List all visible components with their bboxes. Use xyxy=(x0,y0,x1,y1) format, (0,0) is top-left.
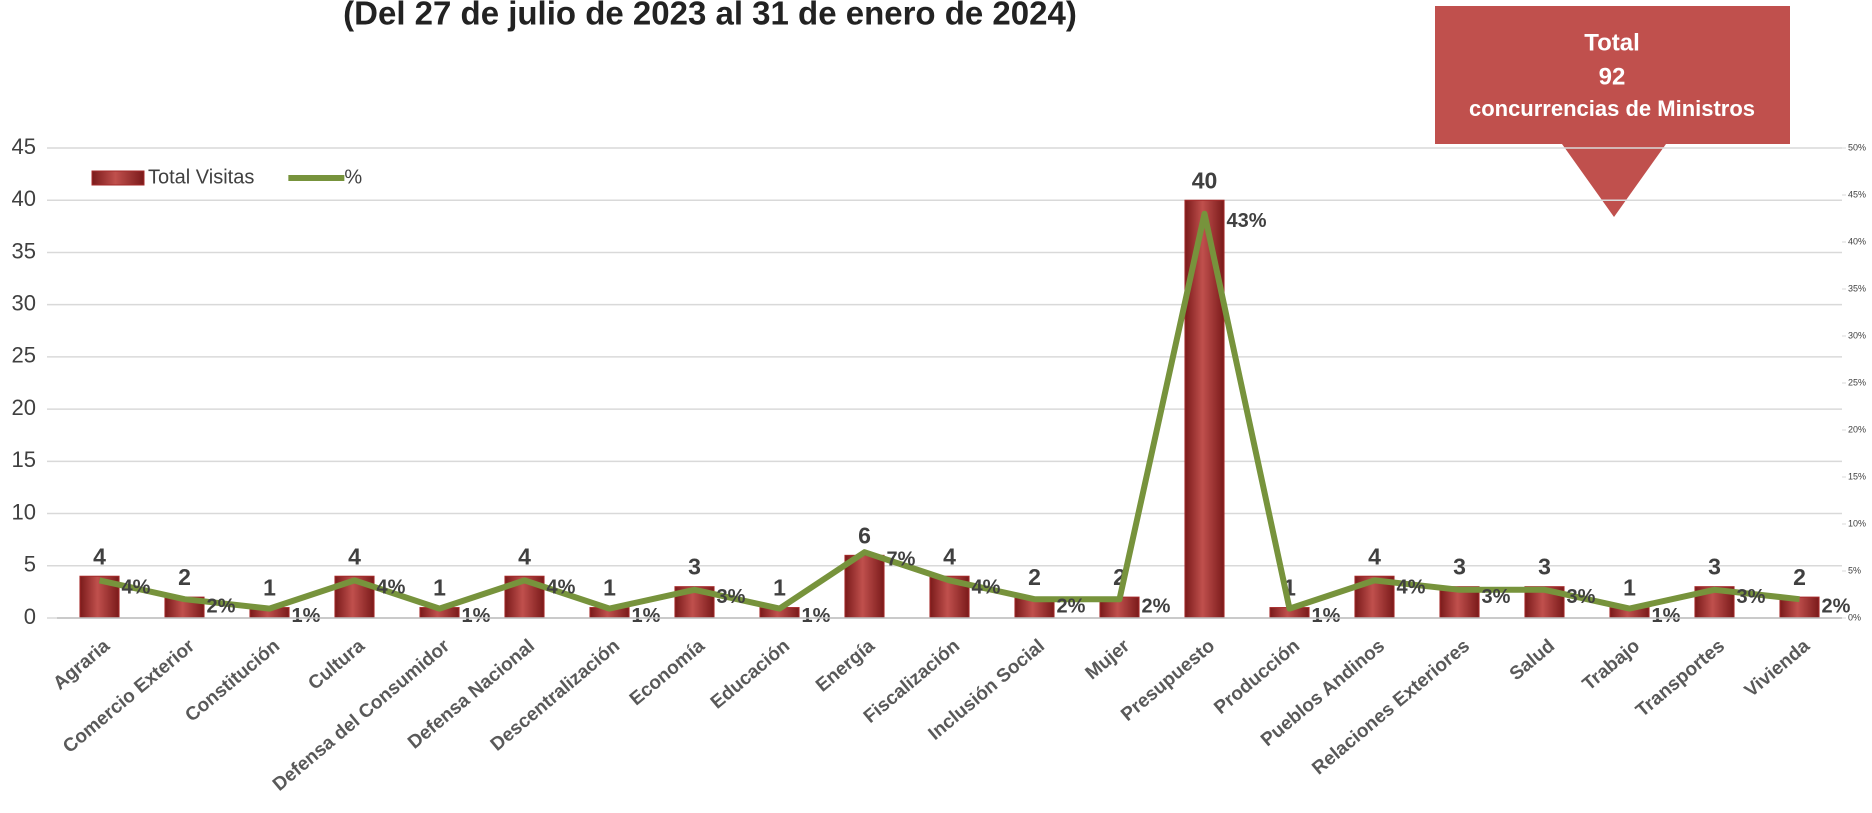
y2-tick-label: 45% xyxy=(1848,189,1866,199)
y2-tick-label: 30% xyxy=(1848,330,1866,340)
y-tick-label: 40 xyxy=(12,186,36,211)
bar-value-label: 2 xyxy=(1793,564,1806,590)
y2-tick-label: 20% xyxy=(1848,424,1866,434)
bar-value-label: 4 xyxy=(348,543,361,569)
callout-text: concurrencias de Ministros xyxy=(1469,96,1755,121)
x-tick-label: Cultura xyxy=(304,635,369,694)
y-tick-label: 25 xyxy=(12,343,36,368)
bar-value-label: 6 xyxy=(858,522,871,548)
line-value-label: 3% xyxy=(1567,586,1596,608)
line-value-label: 7% xyxy=(887,548,916,570)
x-tick-label: Energía xyxy=(812,635,879,696)
x-tick-label: Educación xyxy=(707,636,794,714)
line-value-label: 4% xyxy=(547,577,576,599)
legend-label: % xyxy=(344,166,362,188)
y-tick-label: 45 xyxy=(12,134,36,159)
x-tick-label: Transportes xyxy=(1632,636,1729,722)
y-tick-label: 0 xyxy=(24,604,36,629)
y-tick-label: 15 xyxy=(12,447,36,472)
line-series xyxy=(98,210,1800,612)
bar-value-label: 1 xyxy=(263,575,276,601)
bar-value-label: 3 xyxy=(1453,554,1466,580)
x-tick-label: Economía xyxy=(626,635,709,710)
x-tick-label: Vivienda xyxy=(1741,635,1814,701)
y2-tick-label: 15% xyxy=(1848,471,1866,481)
bar-value-label: 1 xyxy=(433,575,446,601)
line-value-label: 1% xyxy=(292,605,321,627)
bar-value-label: 1 xyxy=(603,575,616,601)
callout-box xyxy=(1435,6,1790,144)
x-tick-label: Relaciones Exteriores xyxy=(1308,636,1474,780)
y-tick-label: 35 xyxy=(12,238,36,263)
line-value-label: 1% xyxy=(462,605,491,627)
x-tick-label: Defensa del Consumidor xyxy=(269,635,454,795)
y2-tick-label: 10% xyxy=(1848,518,1866,528)
bar-value-label: 4 xyxy=(943,543,956,569)
line-value-label: 3% xyxy=(1737,586,1766,608)
line-value-label: 4% xyxy=(1397,577,1426,599)
y2-tick-label: 5% xyxy=(1848,565,1861,575)
bar-value-label: 40 xyxy=(1192,167,1218,193)
x-tick-label: Trabajo xyxy=(1579,636,1644,696)
line-value-label: 4% xyxy=(122,577,151,599)
line-value-label: 4% xyxy=(377,577,406,599)
bar xyxy=(844,554,885,619)
y-tick-label: 30 xyxy=(12,290,36,315)
line-value-label: 2% xyxy=(1822,595,1851,617)
line-value-label: 1% xyxy=(802,605,831,627)
line-value-label: 3% xyxy=(1482,586,1511,608)
x-tick-label: Agraria xyxy=(49,635,114,694)
line-value-label: 1% xyxy=(632,605,661,627)
bar-value-label: 3 xyxy=(688,554,701,580)
y2-tick-label: 40% xyxy=(1848,236,1866,246)
callout: Total 92 concurrencias de Ministros xyxy=(1435,6,1790,217)
line-value-label: 1% xyxy=(1312,605,1341,627)
bar-value-label: 2 xyxy=(1028,564,1041,590)
y-tick-label: 20 xyxy=(12,395,36,420)
legend-label: Total Visitas xyxy=(148,166,254,188)
y-tick-label: 10 xyxy=(12,499,36,524)
bar-value-label: 4 xyxy=(93,543,106,569)
line-value-label: 2% xyxy=(1142,595,1171,617)
bar-value-label: 4 xyxy=(518,543,531,569)
legend-swatch xyxy=(91,170,145,186)
bar-value-label: 1 xyxy=(1623,575,1636,601)
bar-value-label: 4 xyxy=(1368,543,1381,569)
callout-arrow xyxy=(1562,144,1666,217)
bar-value-label: 3 xyxy=(1538,554,1551,580)
y2-tick-label: 35% xyxy=(1848,283,1866,293)
y2-tick-label: 50% xyxy=(1848,142,1866,152)
x-tick-label: Mujer xyxy=(1082,635,1135,684)
callout-text: 92 xyxy=(1599,63,1626,90)
callout-text: Total xyxy=(1584,29,1640,56)
x-tick-label: Constitución xyxy=(181,636,283,727)
line-value-label: 2% xyxy=(1057,595,1086,617)
line-value-label: 3% xyxy=(717,586,746,608)
y-tick-label: 5 xyxy=(24,552,36,577)
line-value-label: 2% xyxy=(207,595,236,617)
bar-value-label: 3 xyxy=(1708,554,1721,580)
y2-tick-label: 25% xyxy=(1848,377,1866,387)
x-tick-label: Salud xyxy=(1506,636,1559,685)
x-tick-label: Presupuesto xyxy=(1117,636,1219,726)
bar-value-label: 1 xyxy=(773,575,786,601)
line-value-label: 43% xyxy=(1227,210,1267,232)
line-value-label: 4% xyxy=(972,577,1001,599)
y2-tick-label: 0% xyxy=(1848,612,1861,622)
bar-value-label: 2 xyxy=(178,564,191,590)
chart-title: (Del 27 de julio de 2023 al 31 de enero … xyxy=(343,0,1077,32)
line-value-label: 1% xyxy=(1652,605,1681,627)
